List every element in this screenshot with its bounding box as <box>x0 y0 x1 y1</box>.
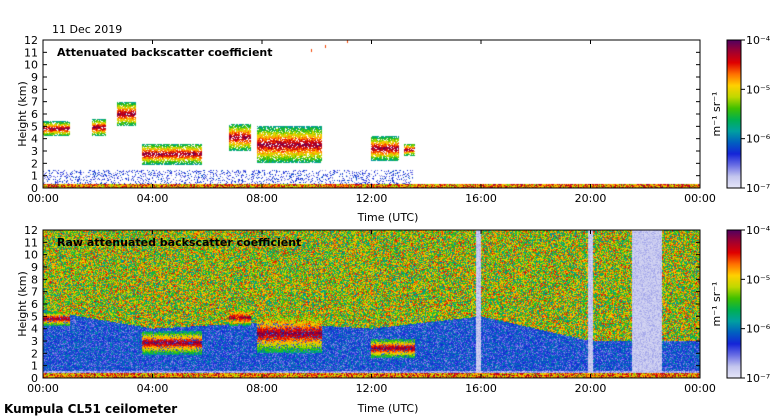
y-tick-label: 12 <box>24 224 38 237</box>
x-tick-label: 00:00 <box>684 192 716 205</box>
x-tick-label: 08:00 <box>246 382 278 395</box>
x-tick-label: 12:00 <box>356 192 388 205</box>
y-tick-label: 0 <box>31 372 38 385</box>
y-tick-label: 7 <box>31 96 38 109</box>
x-tick-label: 08:00 <box>246 192 278 205</box>
y-tick-label: 1 <box>31 360 38 373</box>
panel-title: Raw attenuated backscatter coefficient <box>57 236 301 249</box>
panel-raw-attenuated-backscatter: Raw attenuated backscatter coefficient T… <box>16 224 771 415</box>
y-tick-label: 2 <box>31 157 38 170</box>
y-tick-label: 3 <box>31 145 38 158</box>
y-axis-label: Height (km) <box>16 271 29 337</box>
x-tick-label: 04:00 <box>137 382 169 395</box>
colorbar-tick-label: 10⁻⁴ <box>746 224 771 237</box>
x-ticks: 00:00 04:00 08:00 12:00 16:00 20:00 00:00 <box>27 40 716 205</box>
x-tick-label: 20:00 <box>575 382 607 395</box>
y-tick-label: 3 <box>31 335 38 348</box>
y-tick-label: 9 <box>31 71 38 84</box>
colorbar-label: m⁻¹ sr⁻¹ <box>710 282 723 327</box>
panel-title: Attenuated backscatter coefficient <box>57 46 273 59</box>
colorbar: 10⁻⁷ 10⁻⁶ 10⁻⁵ 10⁻⁴ m⁻¹ sr⁻¹ <box>710 34 771 195</box>
x-tick-label: 12:00 <box>356 382 388 395</box>
colorbar-tick-label: 10⁻⁶ <box>746 323 771 336</box>
y-axis-label: Height (km) <box>16 81 29 147</box>
colorbar-tick-label: 10⁻⁴ <box>746 34 771 47</box>
colorbar: 10⁻⁷ 10⁻⁶ 10⁻⁵ 10⁻⁴ m⁻¹ sr⁻¹ <box>710 224 771 385</box>
y-tick-label: 1 <box>31 170 38 183</box>
x-ticks: 00:00 04:00 08:00 12:00 16:00 20:00 00:00 <box>27 230 716 395</box>
x-tick-label: 00:00 <box>684 382 716 395</box>
y-tick-label: 4 <box>31 133 38 146</box>
colorbar-tick-label: 10⁻⁵ <box>746 273 770 286</box>
date-label: 11 Dec 2019 <box>52 23 122 36</box>
y-tick-label: 11 <box>24 236 38 249</box>
colorbar-scale <box>726 229 742 379</box>
panel-attenuated-backscatter: Attenuated backscatter coefficient Time … <box>16 34 771 224</box>
x-tick-label: 16:00 <box>465 382 497 395</box>
colorbar-tick-label: 10⁻⁶ <box>746 133 771 146</box>
y-tick-label: 5 <box>31 310 38 323</box>
y-tick-label: 8 <box>31 273 38 286</box>
x-tick-label: 16:00 <box>465 192 497 205</box>
x-axis-label: Time (UTC) <box>357 402 419 415</box>
y-tick-label: 4 <box>31 323 38 336</box>
x-tick-label: 00:00 <box>27 382 59 395</box>
y-tick-label: 11 <box>24 46 38 59</box>
y-tick-label: 5 <box>31 120 38 133</box>
x-tick-label: 20:00 <box>575 192 607 205</box>
y-tick-label: 2 <box>31 347 38 360</box>
colorbar-label: m⁻¹ sr⁻¹ <box>710 92 723 137</box>
x-tick-label: 04:00 <box>137 192 169 205</box>
colorbar-tick-label: 10⁻⁷ <box>746 372 770 385</box>
y-tick-label: 10 <box>24 59 38 72</box>
y-tick-label: 7 <box>31 286 38 299</box>
y-tick-label: 0 <box>31 182 38 195</box>
y-tick-label: 10 <box>24 249 38 262</box>
instrument-footer: Kumpula CL51 ceilometer <box>4 402 177 416</box>
colorbar-tick-label: 10⁻⁵ <box>746 83 770 96</box>
y-tick-label: 9 <box>31 261 38 274</box>
raw-backscatter-heatmap <box>43 230 700 378</box>
colorbar-scale <box>726 39 742 189</box>
y-tick-label: 6 <box>31 298 38 311</box>
x-axis-label: Time (UTC) <box>357 211 419 224</box>
y-tick-label: 12 <box>24 34 38 47</box>
y-tick-label: 8 <box>31 83 38 96</box>
colorbar-tick-label: 10⁻⁷ <box>746 182 770 195</box>
backscatter-heatmap <box>43 40 700 188</box>
y-tick-label: 6 <box>31 108 38 121</box>
x-tick-label: 00:00 <box>27 192 59 205</box>
